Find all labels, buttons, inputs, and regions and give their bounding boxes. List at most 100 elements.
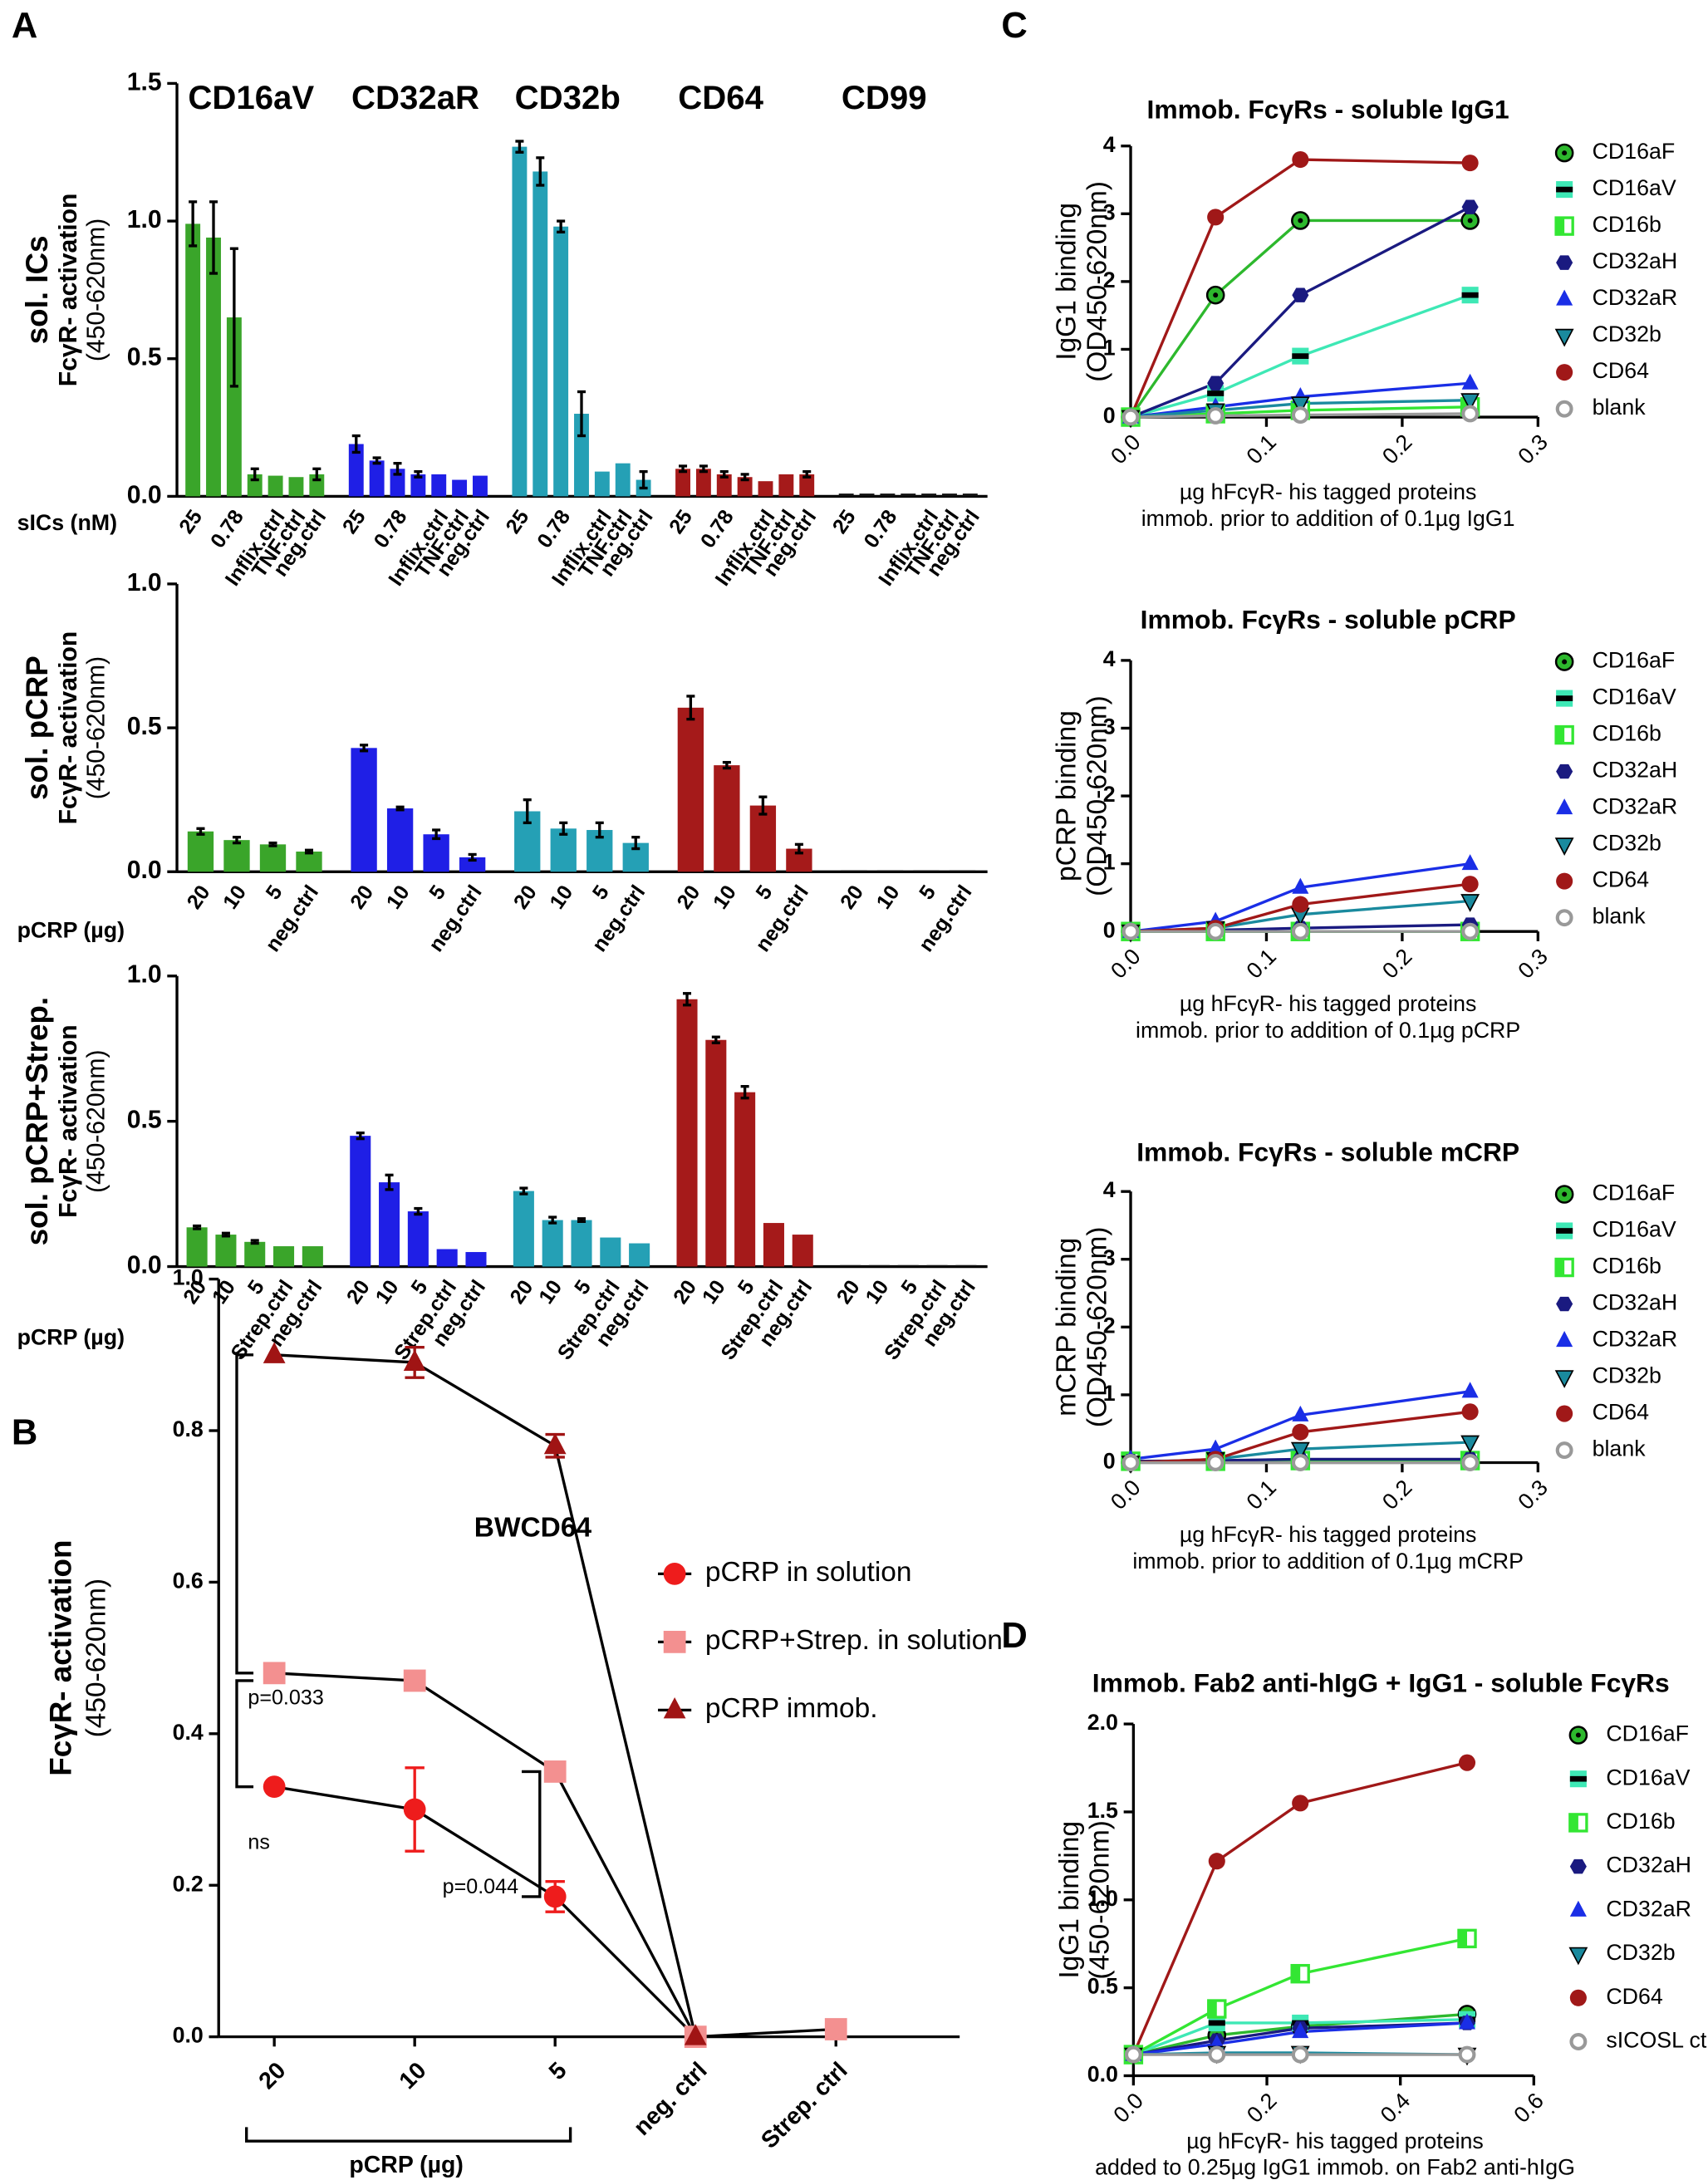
x-tick-label: 0.2 — [1377, 1475, 1417, 1515]
y-axis-label: FcγR- activation — [55, 631, 82, 825]
bracket — [235, 1679, 254, 1789]
x-tick-label: 20 — [346, 881, 378, 914]
y-tick-label: 4 — [1103, 132, 1116, 157]
bar — [778, 474, 794, 497]
bar — [868, 1264, 890, 1267]
marker — [1569, 1858, 1587, 1874]
marker — [1206, 922, 1225, 940]
series-line — [1130, 205, 1471, 419]
group-bracket — [245, 2127, 572, 2143]
bracket — [522, 1770, 542, 1898]
legend-label: CD16b — [1593, 721, 1661, 746]
bar — [841, 870, 867, 872]
legend-label: CD32b — [1593, 831, 1661, 856]
series-line — [1132, 1937, 1468, 2056]
marker — [1556, 255, 1573, 270]
marker — [1569, 1900, 1587, 1917]
marker-dot — [1562, 659, 1568, 665]
bar — [763, 1223, 784, 1267]
bar — [273, 1246, 295, 1267]
panel-label: D — [1001, 1616, 1027, 1656]
bar — [533, 171, 548, 497]
bar — [749, 805, 777, 872]
bar — [758, 481, 773, 497]
annotation: ns — [248, 1831, 270, 1854]
bar — [267, 475, 283, 497]
marker — [1461, 1403, 1479, 1421]
legend-label: CD64 — [1606, 1984, 1663, 2009]
marker — [1460, 1435, 1480, 1454]
y-axis-label: (OD450-620nm) — [1082, 181, 1112, 382]
x-tick-label: 10 — [545, 881, 577, 914]
bar — [714, 765, 740, 872]
legend-label: blank — [1593, 904, 1647, 929]
legend-label: CD16b — [1606, 1809, 1675, 1834]
y-axis-label: (OD450-620nm) — [1082, 1226, 1112, 1427]
bar — [288, 477, 304, 497]
marker — [1555, 1441, 1573, 1460]
bar — [186, 1227, 208, 1267]
y-tick-label: 1.0 — [127, 961, 162, 989]
bar — [226, 317, 242, 497]
legend-label: CD32aH — [1593, 758, 1678, 783]
marker — [1461, 405, 1480, 423]
marker — [263, 1775, 286, 1799]
y-axis-label: sol. pCRP+Strep. — [20, 997, 54, 1246]
marker — [824, 2018, 847, 2040]
y-tick-label: 0.0 — [127, 1251, 162, 1279]
legend-label: CD16aV — [1593, 175, 1676, 200]
x-tick-label: 0.2 — [1377, 944, 1417, 984]
bar — [302, 1246, 323, 1267]
x-tick-label: 20 — [669, 1276, 701, 1308]
x-tick-label: 10 — [218, 881, 251, 914]
x-tick-label: 10 — [698, 1276, 730, 1308]
bar — [513, 1191, 534, 1267]
x-tick-label: 20 — [183, 881, 215, 914]
legend-label: sICOSL ctrl. — [1606, 2028, 1708, 2053]
x-axis-label: immob. prior to addition of 0.1µg mCRP — [1132, 1549, 1524, 1574]
y-tick-label: 3 — [1103, 1245, 1116, 1270]
marker — [1460, 894, 1480, 912]
marker — [543, 1760, 567, 1783]
x-axis-label: added to 0.25µg IgG1 immob. on Fab2 anti… — [1095, 2155, 1575, 2180]
marker — [1124, 2045, 1142, 2064]
x-tick-label: 0.3 — [1513, 430, 1553, 469]
bar — [369, 460, 385, 497]
bar — [410, 474, 426, 497]
x-tick-label: 10 — [371, 1276, 404, 1308]
marker — [543, 1432, 567, 1455]
series-line — [1130, 862, 1470, 933]
y-tick-label: 0 — [1103, 1449, 1116, 1474]
x-axis-label: immob. prior to addition of 0.1µg pCRP — [1136, 1018, 1520, 1043]
y-tick-label: 0.5 — [1087, 1974, 1118, 1999]
bar — [512, 146, 528, 497]
y-tick-label: 1.0 — [1087, 1886, 1118, 1911]
chart-title: Immob. FcγRs - soluble pCRP — [1141, 604, 1516, 634]
marker — [1292, 150, 1309, 169]
y-axis-label: FcγR- activation — [44, 1539, 78, 1775]
marker-half — [1556, 1259, 1565, 1276]
legend-label: CD16aF — [1593, 648, 1676, 673]
marker — [1460, 393, 1480, 411]
bar — [431, 474, 447, 497]
x-axis-label: µg hFcγR- his tagged proteins — [1180, 1522, 1477, 1547]
bar — [737, 477, 753, 497]
bar — [465, 1252, 487, 1267]
y-tick-label: 1.0 — [127, 569, 162, 597]
x-tick-label: 0.0 — [1106, 944, 1146, 984]
marker-bar — [1556, 186, 1573, 193]
marker — [1461, 1382, 1479, 1398]
bar — [913, 870, 940, 872]
marker — [1461, 1454, 1480, 1471]
bar — [876, 870, 904, 872]
marker-half — [1208, 2001, 1217, 2018]
marker — [1556, 1331, 1573, 1348]
y-tick-label: 1.0 — [173, 1265, 204, 1290]
marker — [1555, 909, 1573, 927]
legend-label: CD32b — [1606, 1940, 1675, 1965]
series-line — [1133, 2021, 1468, 2056]
bar — [407, 1211, 429, 1267]
marker — [263, 1342, 286, 1363]
bar — [379, 1182, 400, 1267]
y-tick-label: 0.8 — [173, 1417, 204, 1441]
